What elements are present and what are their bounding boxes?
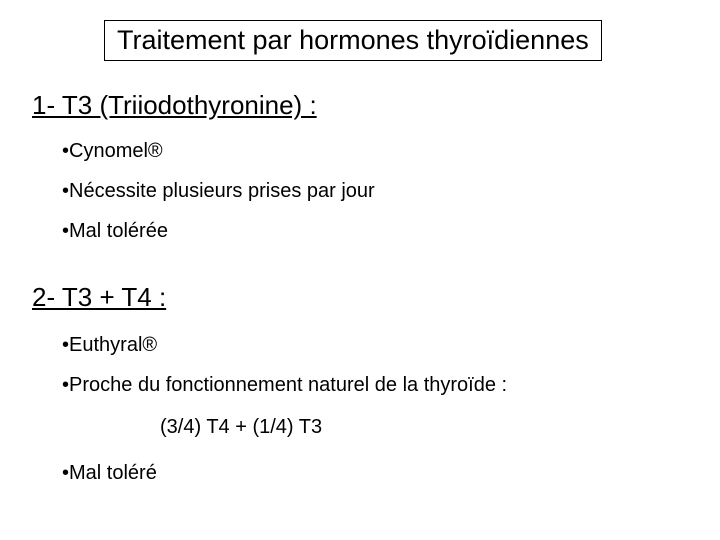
bullet-text: Mal tolérée (69, 220, 168, 242)
bullet-line: •Proche du fonctionnement naturel de la … (62, 374, 507, 397)
bullet-dot-icon: • (62, 220, 69, 242)
bullet-line: •Nécessite plusieurs prises par jour (62, 180, 375, 203)
bullet-line: •Euthyral® (62, 334, 157, 357)
slide-title-box: Traitement par hormones thyroïdiennes (104, 20, 602, 61)
bullet-line: •Mal tolérée (62, 220, 168, 243)
bullet-dot-icon: • (62, 334, 69, 356)
bullet-text: Proche du fonctionnement naturel de la t… (69, 374, 507, 396)
section-2-heading: 2- T3 + T4 : (32, 282, 166, 313)
bullet-text: Mal toléré (69, 462, 157, 484)
sub-line: (3/4) T4 + (1/4) T3 (160, 416, 322, 439)
bullet-line: •Cynomel® (62, 140, 163, 163)
bullet-dot-icon: • (62, 180, 69, 202)
bullet-dot-icon: • (62, 462, 69, 484)
section-1-heading: 1- T3 (Triiodothyronine) : (32, 90, 317, 121)
bullet-text: Cynomel® (69, 140, 163, 162)
slide-title: Traitement par hormones thyroïdiennes (117, 25, 589, 55)
bullet-dot-icon: • (62, 140, 69, 162)
bullet-text: Euthyral® (69, 334, 157, 356)
bullet-text: Nécessite plusieurs prises par jour (69, 180, 375, 202)
bullet-dot-icon: • (62, 374, 69, 396)
bullet-line: •Mal toléré (62, 462, 157, 485)
